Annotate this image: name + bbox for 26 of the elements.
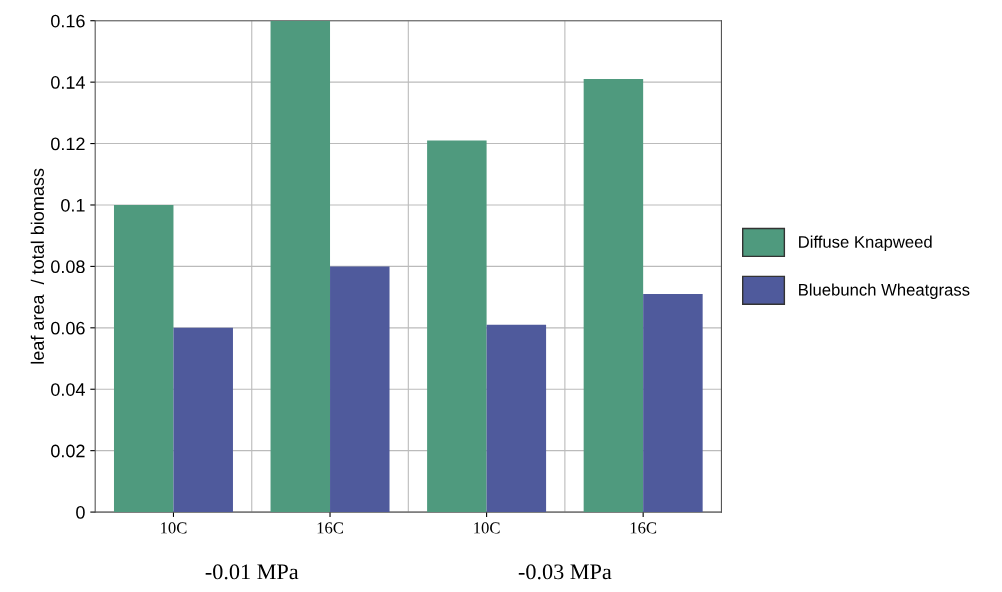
y-tick-label: 0.08 bbox=[51, 260, 85, 274]
y-tick-label: 0.02 bbox=[51, 444, 85, 458]
x-tick-label: 16C bbox=[630, 522, 657, 534]
bar bbox=[643, 294, 703, 513]
y-tick-label: 0.04 bbox=[51, 383, 85, 396]
y-tick-label: 0 bbox=[76, 506, 85, 519]
text: -0.03 MPa bbox=[518, 564, 612, 580]
y-tick-label: 0.12 bbox=[51, 137, 85, 151]
bar bbox=[270, 20, 331, 513]
bar bbox=[583, 79, 644, 513]
x-tick-label: 10C bbox=[161, 522, 187, 534]
x-tick-label: 16C bbox=[317, 522, 344, 534]
x-tick-label: 10C bbox=[474, 522, 500, 534]
legend-label: Diffuse Knapweed bbox=[799, 235, 932, 252]
y-axis-title: leaf area / total biomass bbox=[30, 168, 44, 364]
bar bbox=[113, 204, 174, 513]
y-tick-label: 0.14 bbox=[51, 76, 85, 89]
y-tick-label: 0.1 bbox=[61, 198, 85, 212]
legend-label: Bluebunch Wheatgrass bbox=[799, 283, 970, 300]
bar bbox=[427, 140, 487, 513]
y-tick-label: 0.06 bbox=[51, 321, 85, 335]
y-tick-label: 0.16 bbox=[51, 14, 85, 28]
text: -0.01 MPa bbox=[205, 564, 299, 580]
bar bbox=[486, 324, 547, 513]
bar bbox=[330, 266, 390, 513]
bar bbox=[173, 327, 233, 513]
